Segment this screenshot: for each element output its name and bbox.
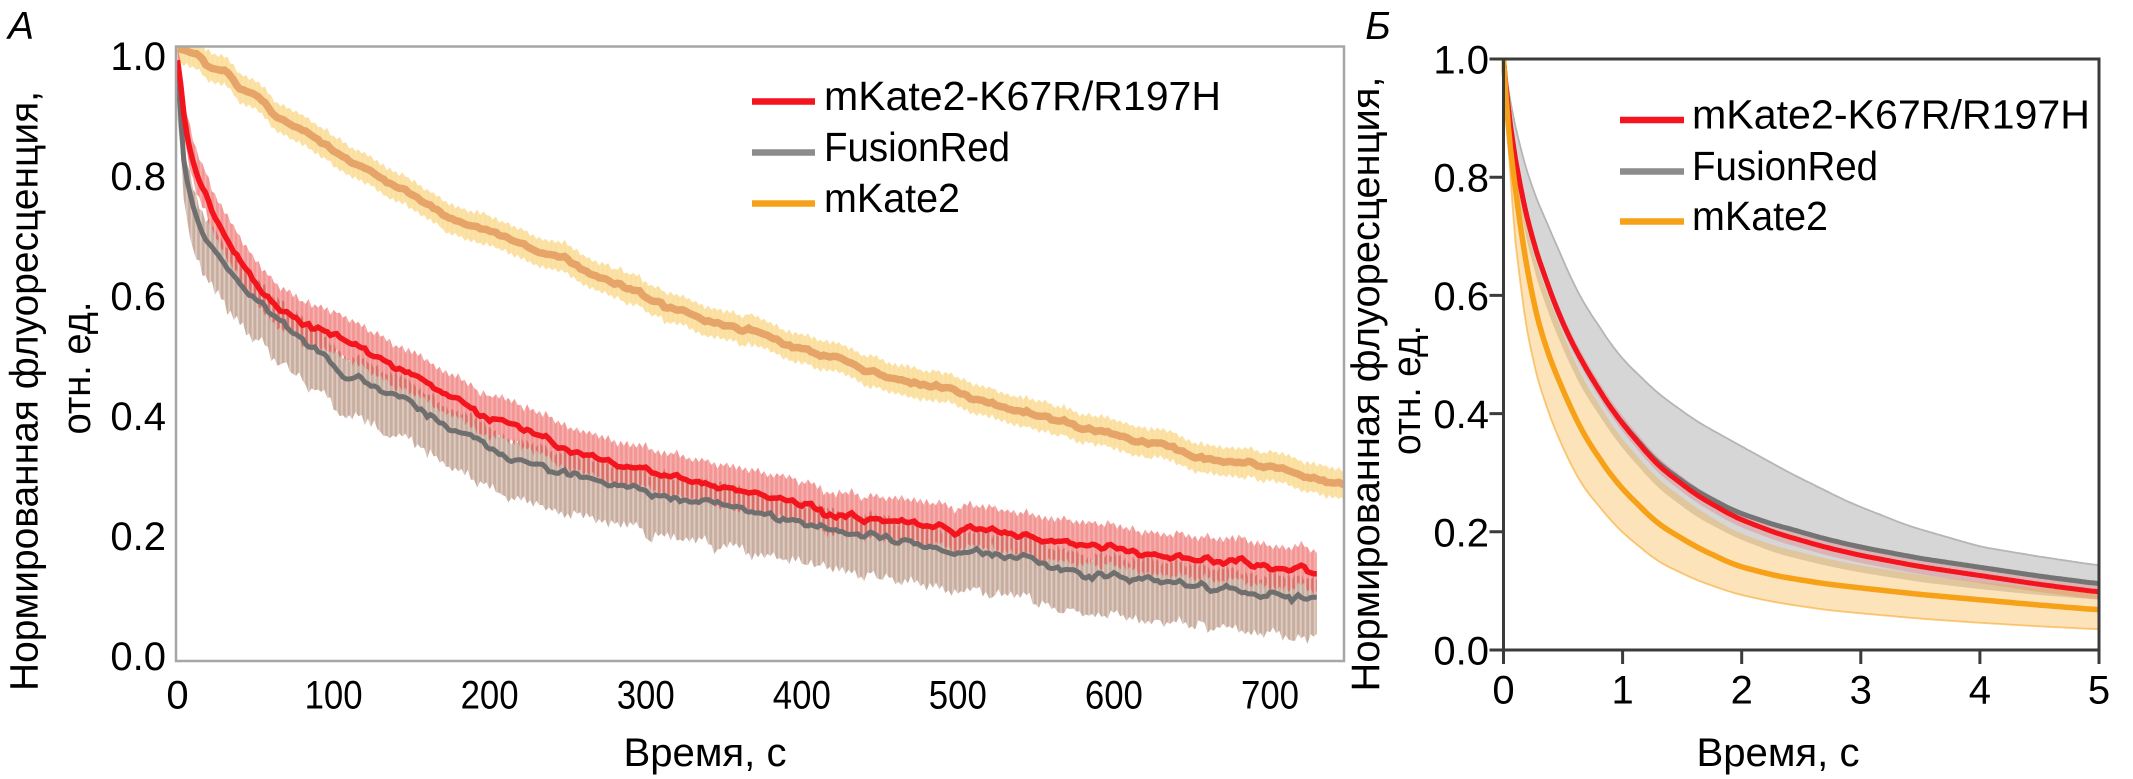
svg-text:2: 2: [1731, 669, 1753, 713]
svg-text:0.2: 0.2: [110, 515, 166, 559]
svg-text:FusionRed: FusionRed: [824, 124, 1010, 170]
svg-text:600: 600: [1085, 674, 1143, 718]
svg-text:Время, с: Время, с: [624, 731, 787, 775]
svg-text:0.0: 0.0: [1433, 630, 1489, 674]
svg-text:Нормированная флуоресценция,: Нормированная флуоресценция,: [1344, 77, 1388, 692]
svg-text:FusionRed: FusionRed: [1692, 143, 1878, 189]
svg-text:0.6: 0.6: [110, 275, 166, 319]
svg-text:0.0: 0.0: [110, 635, 166, 679]
svg-text:500: 500: [929, 674, 987, 718]
svg-text:5: 5: [2088, 669, 2110, 713]
svg-text:mKate2: mKate2: [824, 175, 960, 221]
svg-text:200: 200: [461, 674, 519, 718]
svg-text:Нормированная флуоресценция,: Нормированная флуоресценция,: [3, 91, 47, 691]
svg-text:0: 0: [166, 674, 188, 718]
svg-text:0.6: 0.6: [1433, 275, 1489, 319]
svg-text:700: 700: [1241, 674, 1299, 718]
svg-text:отн. ед.: отн. ед.: [55, 302, 99, 435]
svg-text:4: 4: [1969, 669, 1991, 713]
svg-text:Время, с: Время, с: [1697, 731, 1860, 775]
svg-text:1: 1: [1611, 669, 1633, 713]
svg-text:1.0: 1.0: [110, 35, 166, 79]
svg-text:100: 100: [305, 674, 363, 718]
svg-text:400: 400: [773, 674, 831, 718]
svg-text:отн. ед.: отн. ед.: [1385, 325, 1429, 455]
svg-text:0.8: 0.8: [110, 155, 166, 199]
svg-text:mKate2: mKate2: [1692, 193, 1828, 239]
svg-text:mKate2-K67R/R197H: mKate2-K67R/R197H: [824, 73, 1221, 119]
svg-text:1.0: 1.0: [1433, 39, 1489, 83]
svg-text:0.8: 0.8: [1433, 157, 1489, 201]
svg-text:0.4: 0.4: [1433, 393, 1489, 437]
svg-text:3: 3: [1850, 669, 1872, 713]
svg-text:А: А: [6, 5, 34, 48]
svg-text:0: 0: [1492, 669, 1514, 713]
svg-text:Б: Б: [1365, 5, 1390, 48]
svg-text:0.4: 0.4: [110, 395, 166, 439]
svg-text:0.2: 0.2: [1433, 511, 1489, 555]
svg-text:mKate2-K67R/R197H: mKate2-K67R/R197H: [1692, 92, 2090, 138]
svg-text:300: 300: [617, 674, 675, 718]
